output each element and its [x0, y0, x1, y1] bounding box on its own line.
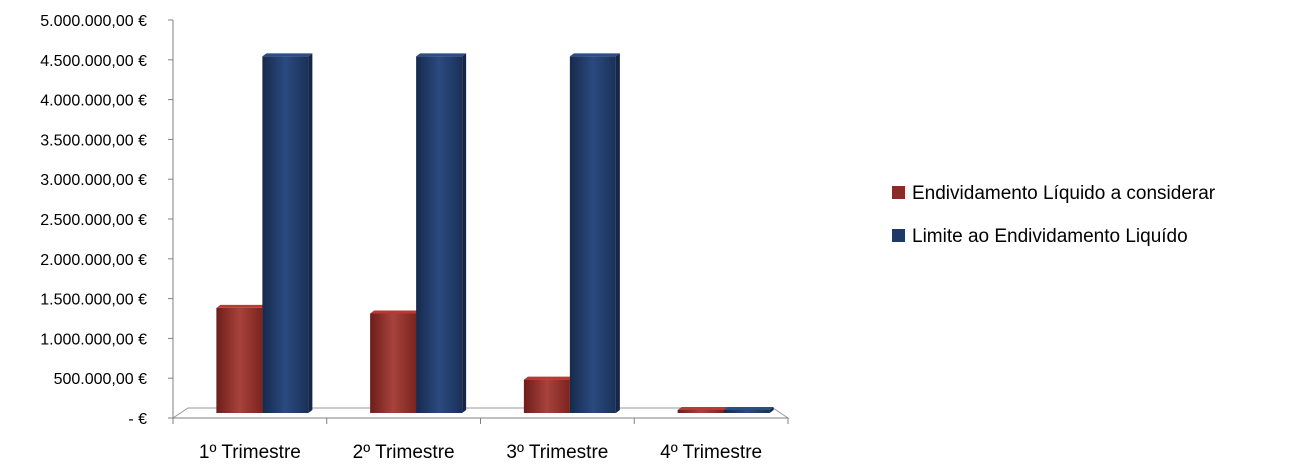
- legend-item-endividamento: Endividamento Líquido a considerar: [892, 183, 1216, 204]
- x-category-label: 2º Trimestre: [353, 442, 455, 463]
- bar-limite-3: [569, 53, 620, 413]
- bar-limite-4: [723, 407, 774, 413]
- y-tick-label: 3.500.000,00 €: [40, 132, 147, 149]
- y-tick-label: 4.000.000,00 €: [40, 93, 147, 110]
- bar-side-face: [615, 53, 620, 413]
- bar-endividamento-4: [677, 407, 728, 413]
- y-tick-label: 2.000.000,00 €: [40, 252, 147, 269]
- legend-swatch: [892, 186, 905, 199]
- bar-top-face: [677, 407, 728, 410]
- x-category-label: 1º Trimestre: [199, 442, 301, 463]
- bar-top-face: [416, 53, 467, 57]
- y-tick-label: 1.500.000,00 €: [40, 292, 147, 309]
- bar-limite-1: [262, 53, 313, 413]
- y-tick-label: 1.000.000,00 €: [40, 331, 147, 348]
- legend-swatch: [892, 229, 905, 242]
- bar-limite-2: [416, 53, 467, 413]
- y-tick-label: 500.000,00 €: [54, 371, 148, 388]
- bar-endividamento-2: [370, 310, 421, 413]
- bar-front-face: [416, 56, 463, 413]
- legend-label: Limite ao Endividamento Liquído: [912, 226, 1188, 247]
- x-category-label: 3º Trimestre: [506, 442, 608, 463]
- bar-top-face: [216, 304, 267, 308]
- bar-front-face: [523, 379, 570, 413]
- axes: [168, 19, 789, 424]
- bars: [216, 53, 774, 413]
- y-tick-label: 4.500.000,00 €: [40, 53, 147, 70]
- y-tick-label: 5.000.000,00 €: [40, 13, 147, 30]
- x-category-label: 4º Trimestre: [660, 442, 762, 463]
- bar-top-face: [262, 53, 313, 57]
- bar-top-face: [569, 53, 620, 57]
- legend-item-limite: Limite ao Endividamento Liquído: [892, 226, 1188, 247]
- legend-label: Endividamento Líquido a considerar: [912, 183, 1216, 204]
- bar-top-face: [370, 310, 421, 314]
- bar-endividamento-3: [523, 376, 574, 413]
- bar-front-face: [216, 307, 263, 413]
- y-tick-label: 2.500.000,00 €: [40, 212, 147, 229]
- legend: Endividamento Líquido a considerar Limite…: [892, 183, 1216, 247]
- bar-front-face: [370, 313, 417, 413]
- bar-front-face: [569, 56, 616, 413]
- bar-side-face: [308, 53, 313, 413]
- bar-top-face: [523, 376, 574, 380]
- bar-front-face: [262, 56, 309, 413]
- bar-front-face: [677, 410, 724, 413]
- bar-top-face: [723, 407, 774, 410]
- bar-side-face: [462, 53, 467, 413]
- axis-labels: 5.000.000,00 € 4.500.000,00 € 4.000.000,00…: [40, 13, 762, 463]
- y-tick-label: - €: [128, 411, 147, 428]
- y-tick-label: 3.000.000,00 €: [40, 172, 147, 189]
- bar-endividamento-1: [216, 304, 267, 413]
- bar-front-face: [723, 410, 770, 413]
- bar-side-face: [769, 407, 774, 413]
